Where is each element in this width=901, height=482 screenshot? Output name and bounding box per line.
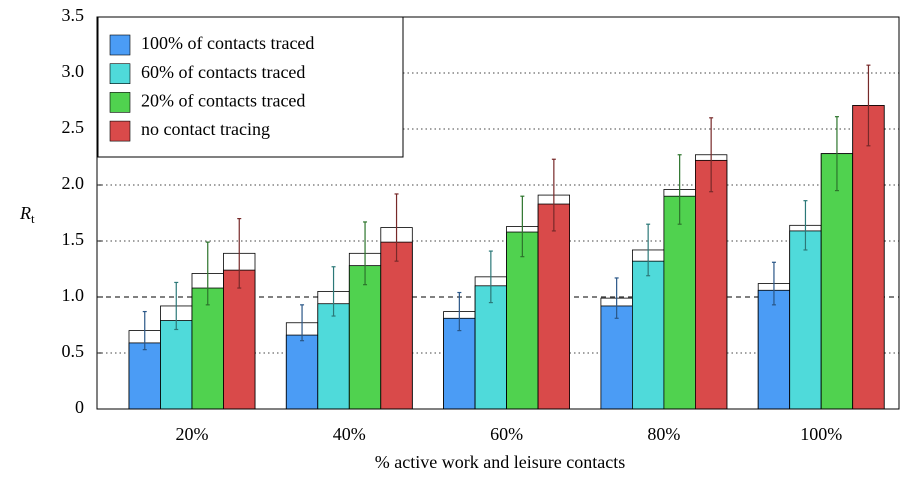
bar bbox=[191, 287, 224, 410]
legend-box bbox=[97, 16, 404, 158]
bar bbox=[820, 153, 854, 410]
y-tick-label: 1.5 bbox=[62, 229, 85, 249]
bar bbox=[285, 334, 319, 410]
plot-frame bbox=[96, 16, 900, 410]
error-bar bbox=[709, 117, 714, 193]
error-bar bbox=[520, 195, 525, 258]
legend-swatch bbox=[109, 63, 131, 85]
error-bar bbox=[174, 281, 179, 331]
error-bar bbox=[363, 221, 368, 286]
error-bar bbox=[457, 291, 462, 332]
legend-label: no contact tracing bbox=[141, 119, 270, 139]
y-tick-label: 3.0 bbox=[62, 61, 85, 81]
error-bar bbox=[142, 310, 147, 351]
legend-swatch bbox=[109, 92, 131, 113]
x-axis-label: % active work and leisure contacts bbox=[375, 452, 625, 472]
y-axis-label: Rt bbox=[19, 203, 35, 226]
error-bar bbox=[646, 223, 651, 277]
bar bbox=[380, 241, 413, 410]
legend-swatch bbox=[109, 120, 131, 142]
bar bbox=[443, 317, 476, 410]
x-tick-label: 40% bbox=[333, 424, 366, 444]
bar bbox=[600, 305, 633, 410]
x-tick-label: 60% bbox=[490, 424, 523, 444]
bar bbox=[789, 230, 822, 410]
error-bar bbox=[300, 304, 305, 342]
y-tick-label: 2.0 bbox=[62, 173, 85, 193]
error-bar bbox=[677, 154, 682, 225]
error-bar bbox=[488, 250, 493, 304]
y-tick-label: 0 bbox=[75, 397, 84, 417]
error-bar bbox=[614, 277, 619, 319]
error-bar bbox=[834, 116, 839, 192]
y-tick-label: 2.5 bbox=[62, 117, 85, 137]
bar bbox=[757, 289, 791, 410]
bar bbox=[160, 320, 193, 410]
x-tick-label: 100% bbox=[800, 424, 842, 444]
error-bar bbox=[237, 218, 242, 289]
legend-label: 60% of contacts traced bbox=[141, 62, 305, 82]
y-tick-label: 1.0 bbox=[62, 285, 85, 305]
y-axis-label-sub: t bbox=[31, 211, 35, 226]
bar bbox=[695, 159, 728, 410]
bar bbox=[128, 342, 161, 410]
error-bar bbox=[331, 266, 336, 317]
bar bbox=[317, 303, 350, 410]
bar bbox=[223, 269, 256, 410]
x-tick-label: 20% bbox=[176, 424, 209, 444]
bar bbox=[663, 195, 696, 410]
y-tick-label: 3.5 bbox=[62, 5, 85, 25]
legend-swatch bbox=[109, 34, 131, 56]
error-bar bbox=[866, 64, 871, 147]
bar bbox=[474, 285, 508, 410]
error-bar bbox=[803, 200, 808, 251]
bar bbox=[506, 231, 539, 410]
x-tick-label: 80% bbox=[647, 424, 680, 444]
bar bbox=[632, 260, 665, 410]
bar bbox=[537, 203, 570, 410]
legend-label: 20% of contacts traced bbox=[141, 91, 305, 111]
bar bbox=[348, 265, 382, 410]
y-tick-label: 0.5 bbox=[62, 341, 85, 361]
legend-label: 100% of contacts traced bbox=[141, 33, 314, 53]
error-bar bbox=[394, 193, 399, 262]
error-bar bbox=[771, 261, 776, 306]
error-bar bbox=[551, 158, 556, 232]
y-axis-label-main: R bbox=[19, 203, 31, 223]
error-bar bbox=[205, 241, 210, 306]
bar bbox=[852, 105, 885, 410]
